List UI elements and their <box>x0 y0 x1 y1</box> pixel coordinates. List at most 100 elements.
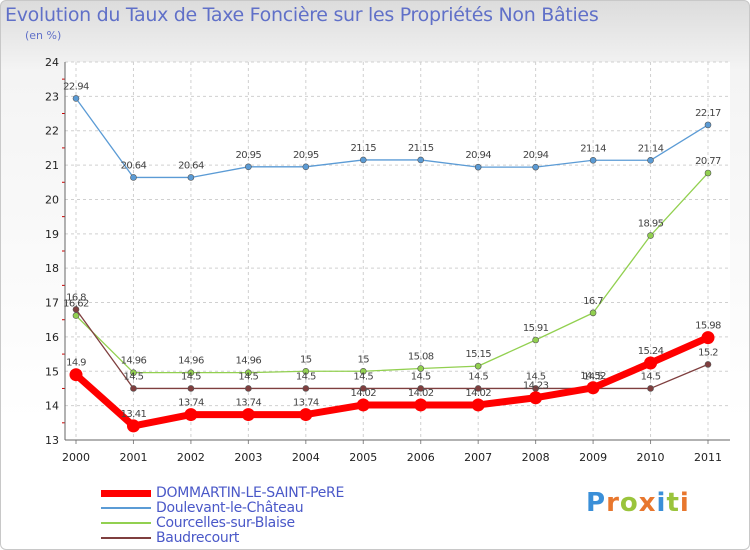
data-point <box>589 156 597 164</box>
data-label: 22.17 <box>695 108 721 119</box>
logo-letter: i <box>656 488 667 518</box>
data-label: 14.5 <box>124 371 144 382</box>
data-point <box>72 312 80 319</box>
y-tick-label: 18 <box>45 262 59 275</box>
proxiti-logo: Proxiti <box>586 488 690 518</box>
y-tick-label: 22 <box>45 125 59 138</box>
data-point <box>474 385 482 392</box>
x-tick-label: 2011 <box>694 451 722 464</box>
y-tick-label: 15 <box>45 365 59 378</box>
y-tick-label: 14 <box>45 400 59 413</box>
data-point <box>474 163 482 171</box>
legend-label: Doulevant-le-Château <box>156 500 304 516</box>
logo-letter: t <box>666 488 680 518</box>
data-point <box>586 381 600 395</box>
legend-swatch <box>101 507 151 509</box>
series-line-1 <box>75 98 709 179</box>
data-point <box>414 398 428 412</box>
data-point <box>130 385 137 392</box>
data-label: 13.74 <box>178 398 204 409</box>
x-tick-label: 2000 <box>62 451 90 464</box>
data-label: 20.64 <box>121 160 147 171</box>
data-label: 15 <box>358 354 370 365</box>
y-tick-label: 19 <box>45 228 59 241</box>
data-label: 15 <box>300 354 312 365</box>
data-label: 21.15 <box>408 143 434 154</box>
data-label: 14.5 <box>411 371 431 382</box>
data-label: 20.77 <box>695 156 721 167</box>
y-tick-label: 17 <box>45 297 59 310</box>
data-point <box>647 385 654 392</box>
data-point <box>72 306 80 313</box>
data-point <box>130 174 137 181</box>
data-label: 21.14 <box>580 143 606 154</box>
legend-swatch <box>101 537 151 539</box>
data-label: 15.08 <box>408 352 434 363</box>
data-point <box>245 163 252 171</box>
legend-label: Courcelles-sur-Blaise <box>156 515 295 531</box>
chart-subtitle: (en %) <box>25 29 62 42</box>
data-label: 14.5 <box>238 371 258 382</box>
data-label: 14.5 <box>526 371 546 382</box>
plot-area <box>65 62 730 440</box>
x-tick-label: 2001 <box>119 451 147 464</box>
data-point <box>359 156 367 164</box>
data-label: 15.91 <box>523 323 549 334</box>
legend-label: DOMMARTIN-LE-SAINT-PeRE <box>156 485 345 501</box>
data-point <box>187 385 195 392</box>
data-label: 16.8 <box>66 292 86 303</box>
data-point <box>359 385 367 392</box>
data-label: 22.94 <box>63 81 89 92</box>
data-label: 14.02 <box>350 388 376 399</box>
data-label: 14.23 <box>523 381 549 392</box>
data-point <box>126 419 140 433</box>
data-label: 15.15 <box>465 349 491 360</box>
legend-label: Baudrecourt <box>156 530 240 546</box>
data-point <box>704 361 712 368</box>
data-label: 14.5 <box>353 371 373 382</box>
data-point <box>302 367 310 375</box>
y-tick-label: 24 <box>45 56 59 69</box>
data-point <box>299 408 313 422</box>
data-label: 21.14 <box>638 143 664 154</box>
x-tick-label: 2009 <box>579 451 607 464</box>
data-label: 14.02 <box>465 388 491 399</box>
legend-swatch <box>101 522 151 524</box>
data-label: 21.15 <box>350 143 376 154</box>
data-label: 20.95 <box>236 150 262 161</box>
x-tick-label: 2007 <box>464 451 492 464</box>
data-point <box>245 385 252 392</box>
data-point <box>130 369 137 376</box>
data-label: 14.96 <box>178 356 204 367</box>
data-point <box>417 156 425 164</box>
x-tick-label: 2005 <box>349 451 377 464</box>
data-point <box>187 369 195 376</box>
logo-letter: P <box>586 488 607 518</box>
data-point <box>184 408 198 422</box>
data-point <box>69 368 83 382</box>
logo-letter: r <box>606 488 620 518</box>
data-label: 14.52 <box>580 371 606 382</box>
y-tick-label: 16 <box>45 331 59 344</box>
series-line-3 <box>75 309 709 390</box>
data-point <box>529 391 543 405</box>
data-point <box>72 95 80 102</box>
data-point <box>241 408 255 422</box>
data-point <box>356 398 370 412</box>
data-label: 18.95 <box>638 219 664 230</box>
data-point <box>704 121 712 129</box>
data-label: 14.02 <box>408 388 434 399</box>
logo-letter: o <box>619 488 639 518</box>
data-point <box>302 163 310 171</box>
data-label: 14.9 <box>66 358 86 369</box>
x-tick-label: 2008 <box>522 451 550 464</box>
data-point <box>647 156 654 164</box>
data-label: 20.94 <box>523 150 549 161</box>
data-point <box>417 385 425 392</box>
y-tick-label: 21 <box>45 159 59 172</box>
data-point <box>647 232 654 239</box>
data-label: 13.74 <box>293 398 319 409</box>
series-line-0 <box>73 334 710 430</box>
series-line-2 <box>75 172 709 374</box>
